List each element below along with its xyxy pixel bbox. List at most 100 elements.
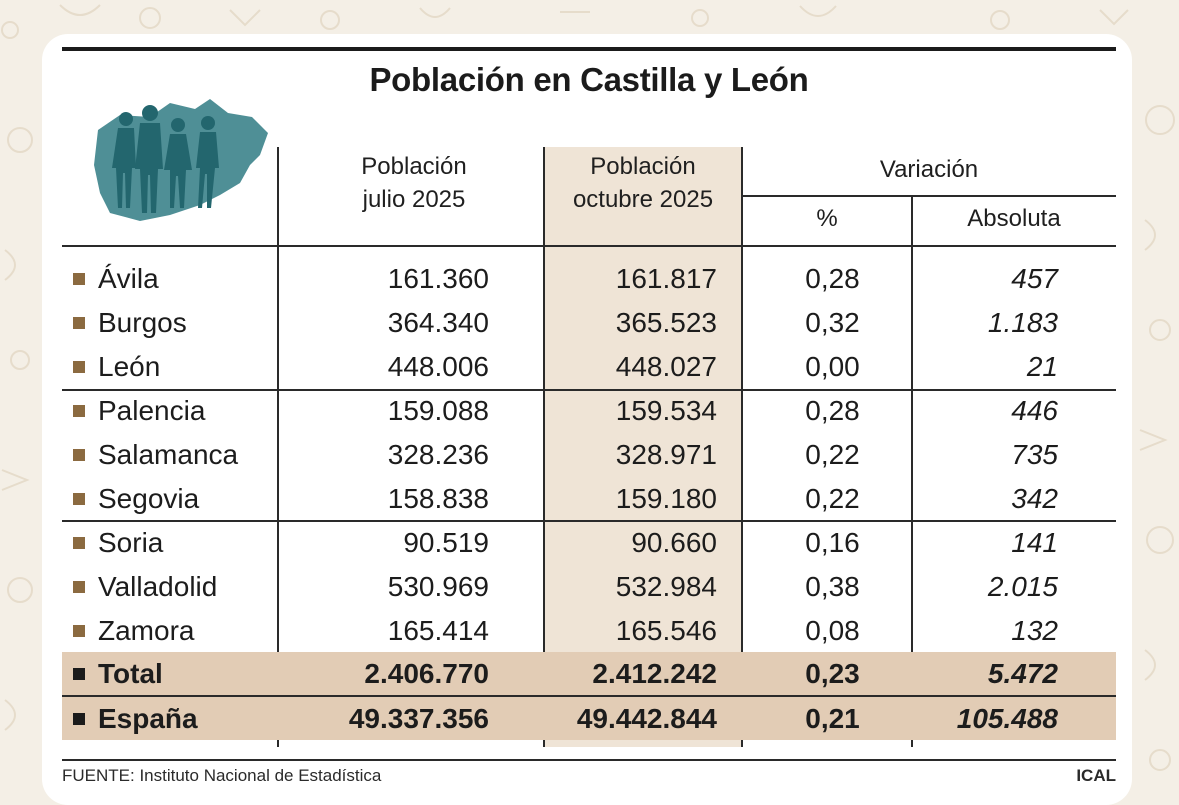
castilla-leon-map-with-people-icon <box>94 99 268 221</box>
spain-row: España 49.337.356 49.442.844 0,21 105.48… <box>62 697 1116 740</box>
total-divider <box>62 695 1116 697</box>
row-july: 161.360 <box>387 263 489 294</box>
total-absolute: 5.472 <box>987 658 1058 689</box>
spain-percent: 0,21 <box>805 703 860 734</box>
source-note: FUENTE: Instituto Nacional de Estadístic… <box>62 766 382 785</box>
col-divider-2 <box>543 147 545 747</box>
row-july: 328.236 <box>387 439 489 470</box>
row-bullet <box>73 273 85 285</box>
row-percent: 0,28 <box>805 263 860 294</box>
total-label: Total <box>98 658 163 689</box>
total-percent: 0,23 <box>805 658 860 689</box>
header-absolute: Absoluta <box>967 205 1061 232</box>
row-bullet <box>73 493 85 505</box>
spain-absolute: 105.488 <box>956 703 1058 734</box>
row-absolute: 457 <box>1011 263 1058 294</box>
row-percent: 0,38 <box>805 571 860 602</box>
header-rule <box>62 245 1116 247</box>
row-absolute: 735 <box>1011 439 1058 470</box>
table-row: Valladolid 530.969 532.984 0,38 2.015 <box>62 565 1116 608</box>
row-july: 165.414 <box>387 615 489 646</box>
row-province: León <box>98 351 161 382</box>
header-october: Población octubre 2025 <box>572 153 714 213</box>
row-bullet <box>73 713 85 725</box>
row-bullet <box>73 625 85 637</box>
population-table: Población en Castilla y León Población j… <box>62 47 1116 805</box>
group-rule-2 <box>62 520 1116 522</box>
col-divider-1 <box>277 147 279 747</box>
row-october: 159.180 <box>615 483 717 514</box>
row-province: Soria <box>98 527 164 558</box>
total-october: 2.412.242 <box>592 658 717 689</box>
table-row: Soria 90.519 90.660 0,16 141 <box>62 521 1116 564</box>
row-percent: 0,28 <box>805 395 860 426</box>
table-row: Segovia 158.838 159.180 0,22 342 <box>62 477 1116 520</box>
row-bullet <box>73 668 85 680</box>
row-bullet <box>73 449 85 461</box>
row-july: 158.838 <box>387 483 489 514</box>
row-percent: 0,16 <box>805 527 860 558</box>
col-divider-3 <box>741 147 743 747</box>
header-percent: % <box>816 205 838 232</box>
header-july: Población julio 2025 <box>361 153 467 213</box>
total-row: Total 2.406.770 2.412.242 0,23 5.472 <box>62 652 1116 695</box>
row-percent: 0,22 <box>805 439 860 470</box>
group-rule-1 <box>62 389 1116 391</box>
row-absolute: 446 <box>1011 395 1058 426</box>
october-column-shading <box>544 147 742 747</box>
spain-july: 49.337.356 <box>348 703 489 734</box>
row-bullet <box>73 405 85 417</box>
table-row: Salamanca 328.236 328.971 0,22 735 <box>62 433 1116 476</box>
row-percent: 0,08 <box>805 615 860 646</box>
row-province: Burgos <box>98 307 187 338</box>
row-absolute: 342 <box>1011 483 1058 514</box>
row-october: 365.523 <box>615 307 717 338</box>
row-july: 159.088 <box>387 395 489 426</box>
header-variation: Variación <box>879 156 979 183</box>
agency-credit: ICAL <box>1076 766 1116 785</box>
spain-october: 49.442.844 <box>576 703 717 734</box>
row-july: 364.340 <box>387 307 489 338</box>
variation-subrule <box>741 195 1116 197</box>
row-july: 90.519 <box>403 527 489 558</box>
row-percent: 0,22 <box>805 483 860 514</box>
row-bullet <box>73 537 85 549</box>
row-bullet <box>73 361 85 373</box>
top-rule <box>62 47 1116 51</box>
row-october: 532.984 <box>615 571 717 602</box>
row-bullet <box>73 581 85 593</box>
row-province: Valladolid <box>98 571 218 602</box>
table-row: Zamora 165.414 165.546 0,08 132 <box>62 609 1116 652</box>
table-row: Ávila 161.360 161.817 0,28 457 <box>62 257 1116 300</box>
row-october: 161.817 <box>615 263 717 294</box>
table-row: León 448.006 448.027 0,00 21 <box>62 345 1116 388</box>
row-absolute: 21 <box>1026 351 1058 382</box>
row-province: Segovia <box>98 483 200 514</box>
row-absolute: 141 <box>1011 527 1058 558</box>
row-july: 448.006 <box>387 351 489 382</box>
row-october: 448.027 <box>615 351 717 382</box>
spain-label: España <box>98 703 198 734</box>
col-divider-4 <box>911 197 913 747</box>
row-province: Zamora <box>98 615 195 646</box>
row-province: Palencia <box>98 395 206 426</box>
row-absolute: 2.015 <box>987 571 1058 602</box>
row-bullet <box>73 317 85 329</box>
row-july: 530.969 <box>387 571 489 602</box>
table-title: Población en Castilla y León <box>369 61 809 98</box>
row-october: 159.534 <box>615 395 717 426</box>
row-absolute: 1.183 <box>987 307 1058 338</box>
row-province: Ávila <box>98 263 159 294</box>
total-july: 2.406.770 <box>364 658 489 689</box>
table-row: Burgos 364.340 365.523 0,32 1.183 <box>62 301 1116 344</box>
row-october: 90.660 <box>631 527 717 558</box>
row-percent: 0,00 <box>805 351 860 382</box>
row-october: 328.971 <box>615 439 717 470</box>
row-percent: 0,32 <box>805 307 860 338</box>
row-absolute: 132 <box>1011 615 1058 646</box>
footer-rule <box>62 759 1116 761</box>
row-october: 165.546 <box>615 615 717 646</box>
table-row: Palencia 159.088 159.534 0,28 446 <box>62 389 1116 432</box>
row-province: Salamanca <box>98 439 239 470</box>
